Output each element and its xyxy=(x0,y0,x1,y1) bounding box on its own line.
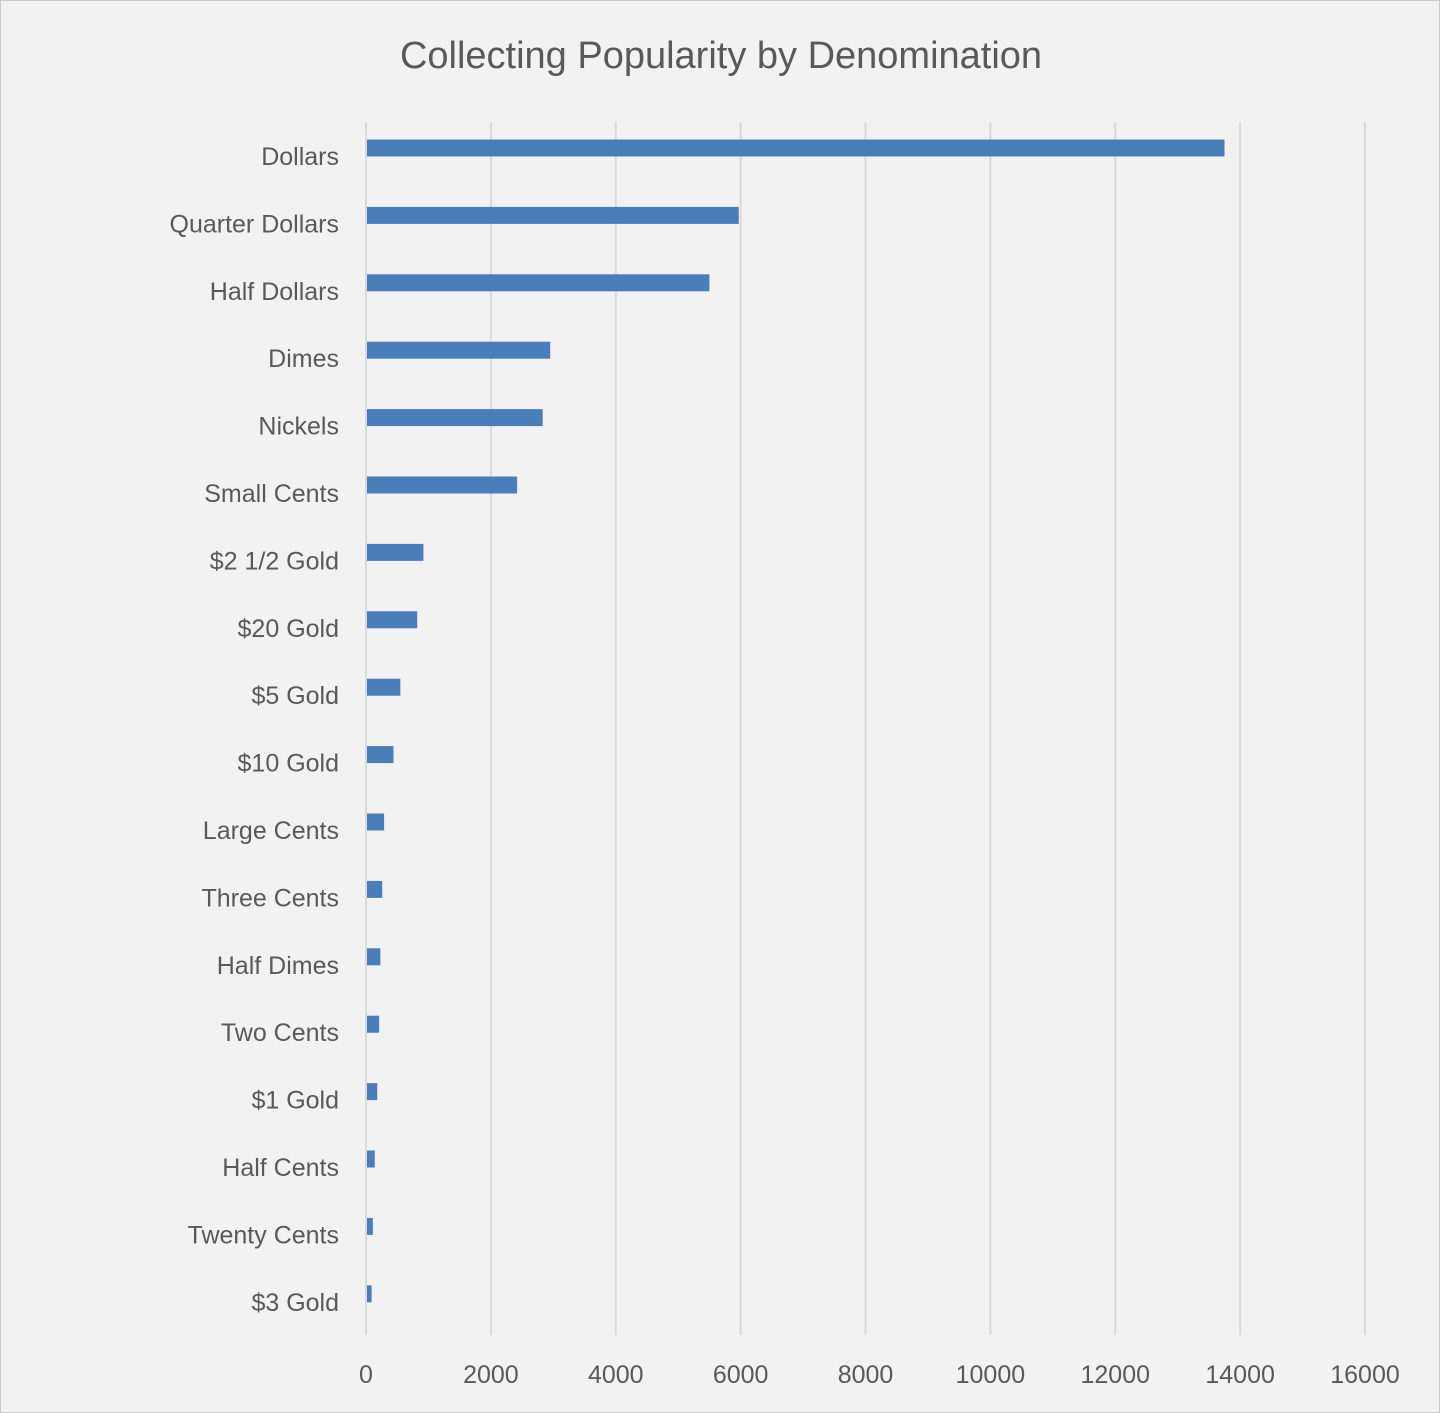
category-label: Nickels xyxy=(258,413,339,441)
bar xyxy=(367,813,385,831)
bar xyxy=(367,1285,372,1303)
x-tick-label: 10000 xyxy=(956,1361,1026,1389)
category-label: $3 Gold xyxy=(251,1289,339,1317)
bar xyxy=(367,611,418,629)
category-label: Quarter Dollars xyxy=(170,210,340,238)
x-tick-label: 6000 xyxy=(713,1361,769,1389)
bar xyxy=(367,274,710,292)
category-label: Half Dollars xyxy=(210,278,339,306)
category-label: Half Cents xyxy=(222,1154,339,1182)
category-label: $5 Gold xyxy=(251,682,339,710)
category-label: Three Cents xyxy=(201,884,339,912)
bar xyxy=(367,948,381,966)
bar xyxy=(367,476,518,494)
category-label: Two Cents xyxy=(221,1019,339,1047)
bar xyxy=(367,880,383,898)
category-label: $20 Gold xyxy=(238,615,339,643)
category-label: $10 Gold xyxy=(238,750,339,778)
bar xyxy=(367,746,394,764)
bar xyxy=(367,1015,380,1033)
category-label: $1 Gold xyxy=(251,1087,339,1115)
bars xyxy=(367,139,1225,1303)
bar xyxy=(367,341,551,359)
category-label: Half Dimes xyxy=(217,952,339,980)
category-label: Dollars xyxy=(261,143,339,171)
category-label: $2 1/2 Gold xyxy=(210,547,339,575)
value-axis-labels: 0 2000 4000 6000 8000 10000 12000 14000 16000 xyxy=(359,1361,1400,1389)
category-label: Twenty Cents xyxy=(188,1221,339,1249)
bar xyxy=(367,1150,375,1168)
x-tick-label: 14000 xyxy=(1205,1361,1275,1389)
gridlines xyxy=(489,122,1366,1335)
bar xyxy=(367,206,739,224)
bar xyxy=(367,1217,373,1235)
category-label: Large Cents xyxy=(203,817,339,845)
bar xyxy=(367,543,424,561)
category-labels: Dollars Quarter Dollars Half Dollars Dimes N… xyxy=(170,143,340,1317)
x-tick-label: 16000 xyxy=(1330,1361,1400,1389)
bar xyxy=(367,139,1225,157)
bar xyxy=(367,678,401,696)
x-tick-label: 2000 xyxy=(463,1361,519,1389)
x-tick-label: 8000 xyxy=(838,1361,894,1389)
x-tick-label: 12000 xyxy=(1080,1361,1150,1389)
category-label: Small Cents xyxy=(204,480,339,508)
bar xyxy=(367,1083,378,1101)
category-label: Dimes xyxy=(268,345,339,373)
x-tick-label: 0 xyxy=(359,1361,373,1389)
x-tick-label: 4000 xyxy=(588,1361,644,1389)
bar xyxy=(367,409,543,427)
chart-title: Collecting Popularity by Denomination xyxy=(399,35,1043,77)
